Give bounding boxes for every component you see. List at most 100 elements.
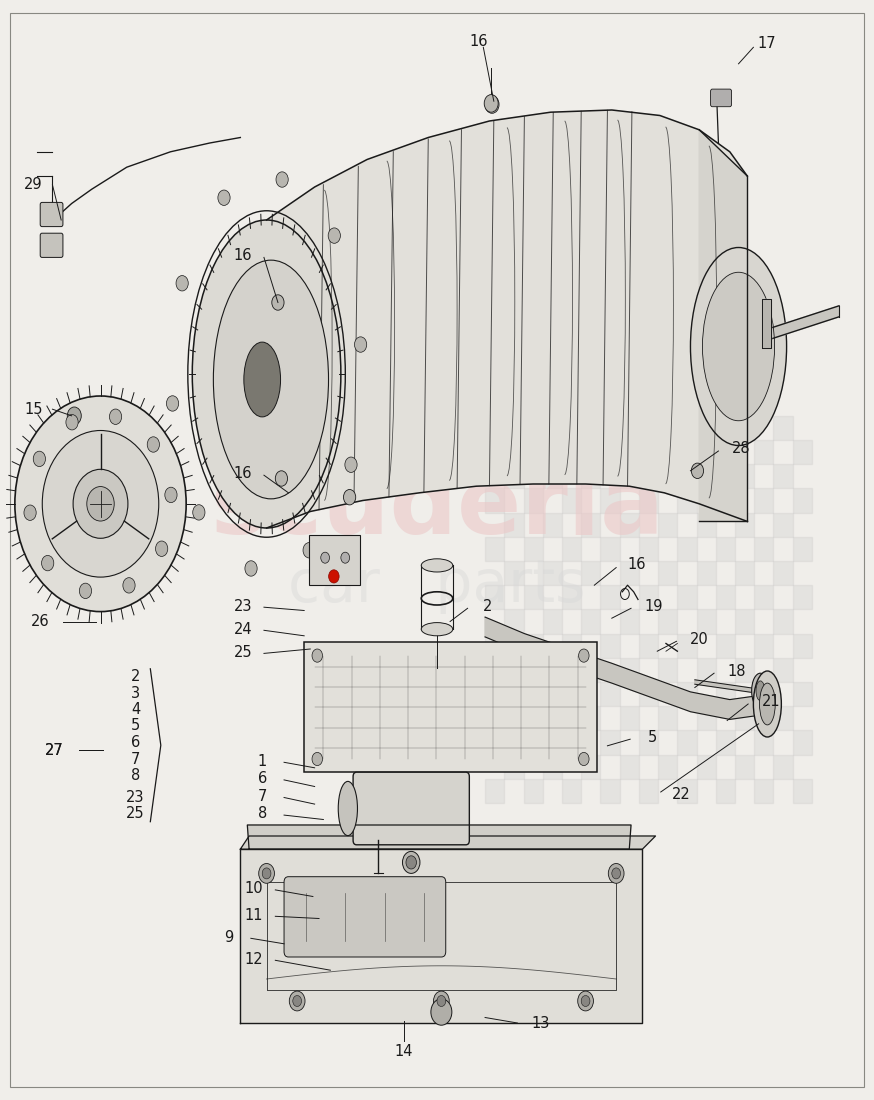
Bar <box>504 706 524 730</box>
Bar <box>524 585 543 609</box>
Text: 5: 5 <box>649 729 657 745</box>
Text: 8: 8 <box>131 768 140 783</box>
Bar <box>620 464 639 488</box>
Bar <box>504 609 524 634</box>
Circle shape <box>329 570 339 583</box>
Circle shape <box>67 407 81 425</box>
Circle shape <box>176 276 188 292</box>
Text: 2: 2 <box>483 598 492 614</box>
Circle shape <box>293 996 302 1006</box>
Bar <box>543 658 562 682</box>
Text: 24: 24 <box>233 621 253 637</box>
Text: 9: 9 <box>225 930 233 945</box>
Polygon shape <box>267 110 747 528</box>
Bar <box>773 658 793 682</box>
Bar <box>543 755 562 779</box>
Text: 14: 14 <box>394 1044 413 1059</box>
Bar <box>524 779 543 803</box>
Circle shape <box>321 552 329 563</box>
Bar <box>754 730 773 755</box>
Polygon shape <box>304 642 597 772</box>
Circle shape <box>289 991 305 1011</box>
Circle shape <box>691 463 704 478</box>
Text: 23: 23 <box>126 790 145 805</box>
Bar <box>754 779 773 803</box>
Bar <box>754 682 773 706</box>
Bar <box>716 440 735 464</box>
Bar <box>562 488 581 513</box>
Circle shape <box>608 864 624 883</box>
Bar <box>773 609 793 634</box>
Text: 19: 19 <box>644 598 663 614</box>
Text: 25: 25 <box>126 806 145 822</box>
Bar <box>524 634 543 658</box>
Bar <box>716 634 735 658</box>
Bar <box>658 416 677 440</box>
Bar <box>793 440 812 464</box>
Bar <box>581 561 600 585</box>
Bar <box>639 440 658 464</box>
Bar <box>793 682 812 706</box>
Bar <box>754 634 773 658</box>
Bar <box>716 779 735 803</box>
Bar <box>716 488 735 513</box>
Bar <box>773 706 793 730</box>
Polygon shape <box>765 306 839 341</box>
Text: 4: 4 <box>131 702 140 717</box>
Ellipse shape <box>753 671 781 737</box>
Bar <box>485 488 504 513</box>
Circle shape <box>434 991 449 1011</box>
Circle shape <box>303 542 316 558</box>
Bar <box>773 416 793 440</box>
Text: 12: 12 <box>244 952 263 967</box>
Bar <box>543 416 562 440</box>
Circle shape <box>42 556 54 571</box>
Circle shape <box>276 172 288 187</box>
Bar <box>562 682 581 706</box>
Bar <box>677 730 697 755</box>
Bar <box>504 513 524 537</box>
Text: 28: 28 <box>732 441 751 456</box>
Bar <box>581 658 600 682</box>
Ellipse shape <box>760 683 775 725</box>
Circle shape <box>147 437 159 452</box>
Bar <box>735 658 754 682</box>
Bar <box>697 706 716 730</box>
Bar <box>735 464 754 488</box>
Text: 10: 10 <box>244 881 263 896</box>
Circle shape <box>123 578 135 593</box>
Bar <box>658 464 677 488</box>
Text: 7: 7 <box>258 789 267 804</box>
Bar <box>504 464 524 488</box>
Bar <box>658 513 677 537</box>
Bar <box>716 537 735 561</box>
Bar <box>735 755 754 779</box>
Polygon shape <box>762 299 771 348</box>
Bar <box>793 634 812 658</box>
Bar <box>639 585 658 609</box>
Bar <box>581 609 600 634</box>
Bar <box>562 440 581 464</box>
Bar <box>504 416 524 440</box>
Text: scuderia: scuderia <box>210 462 664 554</box>
Bar <box>658 658 677 682</box>
Circle shape <box>431 999 452 1025</box>
Bar <box>485 779 504 803</box>
Text: 7: 7 <box>131 751 140 767</box>
Bar <box>562 730 581 755</box>
FancyBboxPatch shape <box>284 877 446 957</box>
Text: 5: 5 <box>131 718 140 734</box>
Bar <box>620 609 639 634</box>
Bar <box>485 730 504 755</box>
Bar <box>677 440 697 464</box>
Bar <box>793 585 812 609</box>
Bar <box>639 682 658 706</box>
Polygon shape <box>240 849 642 1023</box>
Polygon shape <box>699 130 747 521</box>
Text: 6: 6 <box>258 771 267 786</box>
Text: 3: 3 <box>131 685 140 701</box>
Text: 18: 18 <box>727 663 746 679</box>
Bar <box>658 755 677 779</box>
Ellipse shape <box>244 342 281 417</box>
Circle shape <box>341 552 350 563</box>
